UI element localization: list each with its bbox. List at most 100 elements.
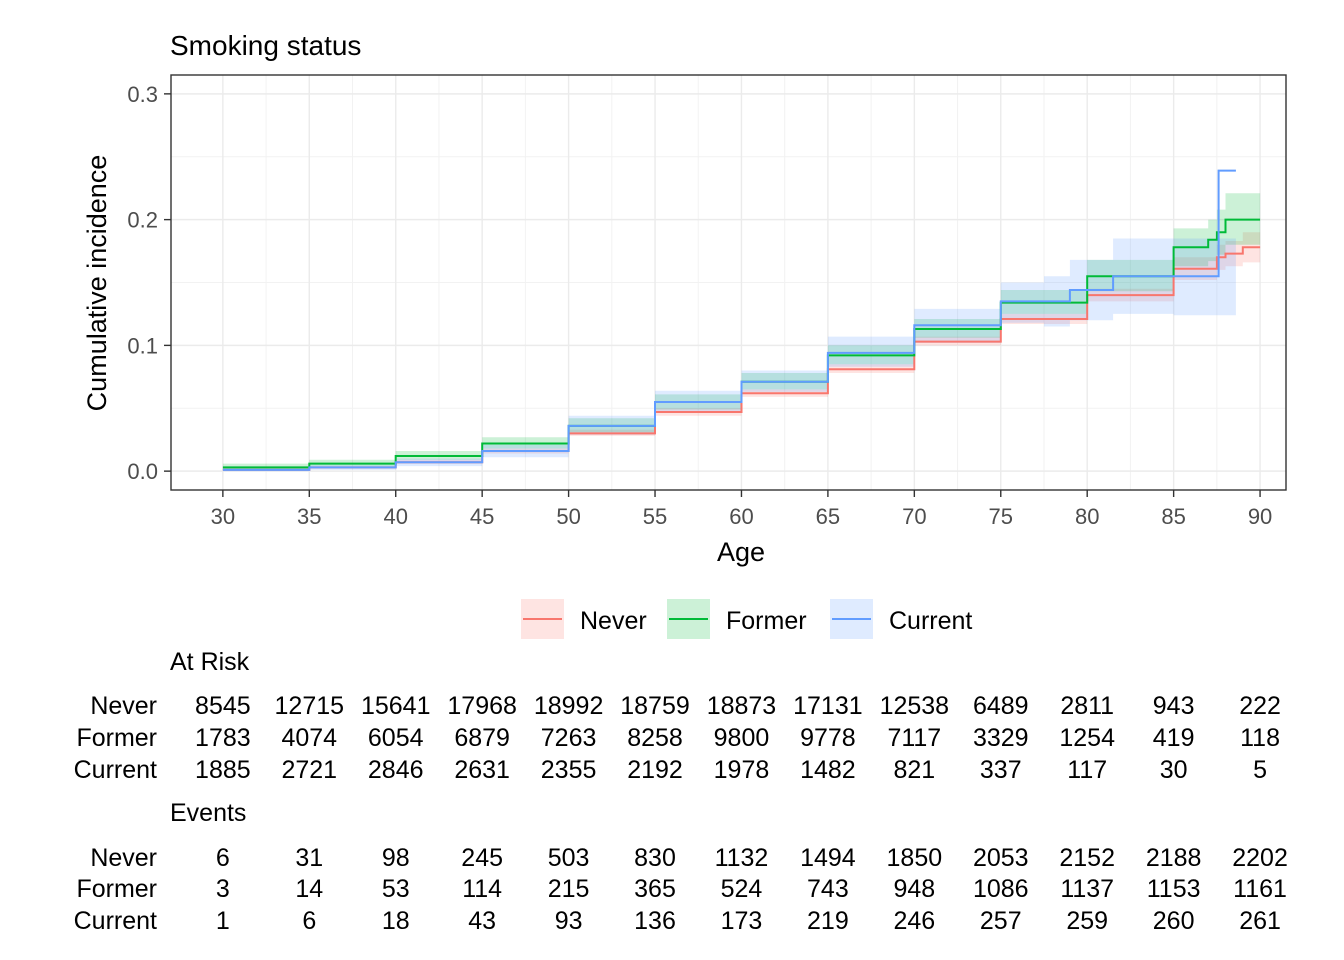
events-cell: 948 [893, 875, 935, 903]
at-risk-cell: 117 [1067, 756, 1107, 784]
at-risk-cell: 222 [1239, 692, 1281, 720]
x-tick-label: 80 [1075, 504, 1099, 529]
y-tick-label: 0.2 [127, 208, 158, 233]
legend-label: Former [726, 607, 807, 635]
events-cell: 365 [634, 875, 676, 903]
legend: Never Former Current [521, 599, 972, 639]
at-risk-cell: 4074 [281, 724, 337, 752]
legend-label: Current [889, 607, 972, 635]
at-risk-cell: 9800 [714, 724, 770, 752]
at-risk-cell: 118 [1240, 724, 1280, 752]
at-risk-cell: 3329 [973, 724, 1029, 752]
events-cell: 260 [1153, 907, 1195, 935]
at-risk-cell: 1783 [195, 724, 251, 752]
at-risk-row-label: Current [74, 756, 157, 784]
events-cell: 830 [634, 844, 676, 872]
events-cell: 93 [555, 907, 583, 935]
legend-item-current: Current [830, 599, 972, 639]
events-cell: 2053 [973, 844, 1029, 872]
events-cell: 1086 [973, 875, 1029, 903]
events-cell: 1850 [887, 844, 943, 872]
events-cell: 1161 [1233, 875, 1287, 903]
chart-title: Smoking status [170, 30, 361, 61]
x-tick-label: 75 [989, 504, 1013, 529]
plot-area: 30 35 40 45 50 55 60 65 70 75 80 85 90 0.0 0.1 0.2 0.3 [127, 74, 1287, 529]
at-risk-cell: 2355 [541, 756, 597, 784]
x-tick-label: 40 [383, 504, 407, 529]
at-risk-cell: 943 [1153, 692, 1195, 720]
x-tick-label: 30 [211, 504, 235, 529]
at-risk-cell: 18873 [707, 692, 777, 720]
risk-tables: At Risk Never 8545 12715 15641 17968 18992 1875… [74, 648, 1288, 935]
events-cell: 3 [216, 875, 230, 903]
events-cell: 2202 [1232, 844, 1288, 872]
at-risk-cell: 17131 [793, 692, 863, 720]
at-risk-cell: 1482 [800, 756, 856, 784]
events-row-label: Former [76, 875, 157, 903]
events-cell: 114 [462, 875, 502, 903]
events-cell: 1153 [1147, 875, 1201, 903]
at-risk-cell: 337 [980, 756, 1022, 784]
x-tick-label: 85 [1161, 504, 1185, 529]
events-cell: 524 [721, 875, 763, 903]
at-risk-cell: 8545 [195, 692, 251, 720]
events-cell: 43 [468, 907, 496, 935]
at-risk-cell: 1978 [714, 756, 770, 784]
at-risk-cell: 5 [1253, 756, 1267, 784]
events-cell: 246 [893, 907, 935, 935]
series-line-current [222, 169, 1236, 471]
x-tick-label: 60 [729, 504, 753, 529]
at-risk-cell: 9778 [800, 724, 856, 752]
at-risk-cell: 7117 [887, 724, 941, 752]
x-tick-label: 70 [902, 504, 926, 529]
x-tick-label: 65 [816, 504, 840, 529]
at-risk-cell: 2192 [627, 756, 683, 784]
y-axis-title: Cumulative incidence [82, 155, 112, 412]
at-risk-cell: 1254 [1059, 724, 1115, 752]
events-cell: 1494 [800, 844, 856, 872]
at-risk-cell: 6054 [368, 724, 424, 752]
at-risk-cell: 2721 [281, 756, 337, 784]
at-risk-cell: 419 [1153, 724, 1195, 752]
at-risk-cell: 18992 [534, 692, 604, 720]
at-risk-cell: 2631 [454, 756, 510, 784]
x-axis-title: Age [717, 537, 765, 567]
y-tick-label: 0.1 [127, 333, 158, 358]
events-cell: 18 [382, 907, 410, 935]
at-risk-cell: 1885 [195, 756, 251, 784]
panel-border [170, 74, 1287, 491]
legend-item-former: Former [667, 599, 807, 639]
at-risk-cell: 8258 [627, 724, 683, 752]
events-cell: 503 [548, 844, 590, 872]
events-cell: 743 [807, 875, 849, 903]
events-cell: 173 [721, 907, 763, 935]
events-cell: 245 [461, 844, 503, 872]
y-tick-label: 0.3 [127, 82, 158, 107]
at-risk-cell: 17968 [447, 692, 517, 720]
events-cell: 6 [302, 907, 316, 935]
events-cell: 219 [807, 907, 849, 935]
events-cell: 98 [382, 844, 410, 872]
events-row-label: Never [90, 844, 157, 872]
events-cell: 261 [1239, 907, 1281, 935]
at-risk-cell: 2811 [1060, 692, 1114, 720]
x-tick-label: 90 [1248, 504, 1272, 529]
x-tick-label: 35 [297, 504, 321, 529]
x-tick-label: 55 [643, 504, 667, 529]
y-tick-label: 0.0 [127, 459, 158, 484]
events-cell: 14 [295, 875, 323, 903]
at-risk-cell: 30 [1160, 756, 1188, 784]
events-cell: 215 [548, 875, 590, 903]
at-risk-cell: 12538 [880, 692, 950, 720]
at-risk-cell: 18759 [620, 692, 690, 720]
at-risk-row-label: Never [90, 692, 157, 720]
at-risk-cell: 2846 [368, 756, 424, 784]
at-risk-table-title: At Risk [170, 648, 250, 676]
events-cell: 1 [216, 907, 230, 935]
at-risk-cell: 12715 [275, 692, 345, 720]
events-table-title: Events [170, 799, 246, 827]
events-cell: 2152 [1059, 844, 1115, 872]
at-risk-cell: 6879 [454, 724, 510, 752]
events-row-label: Current [74, 907, 157, 935]
